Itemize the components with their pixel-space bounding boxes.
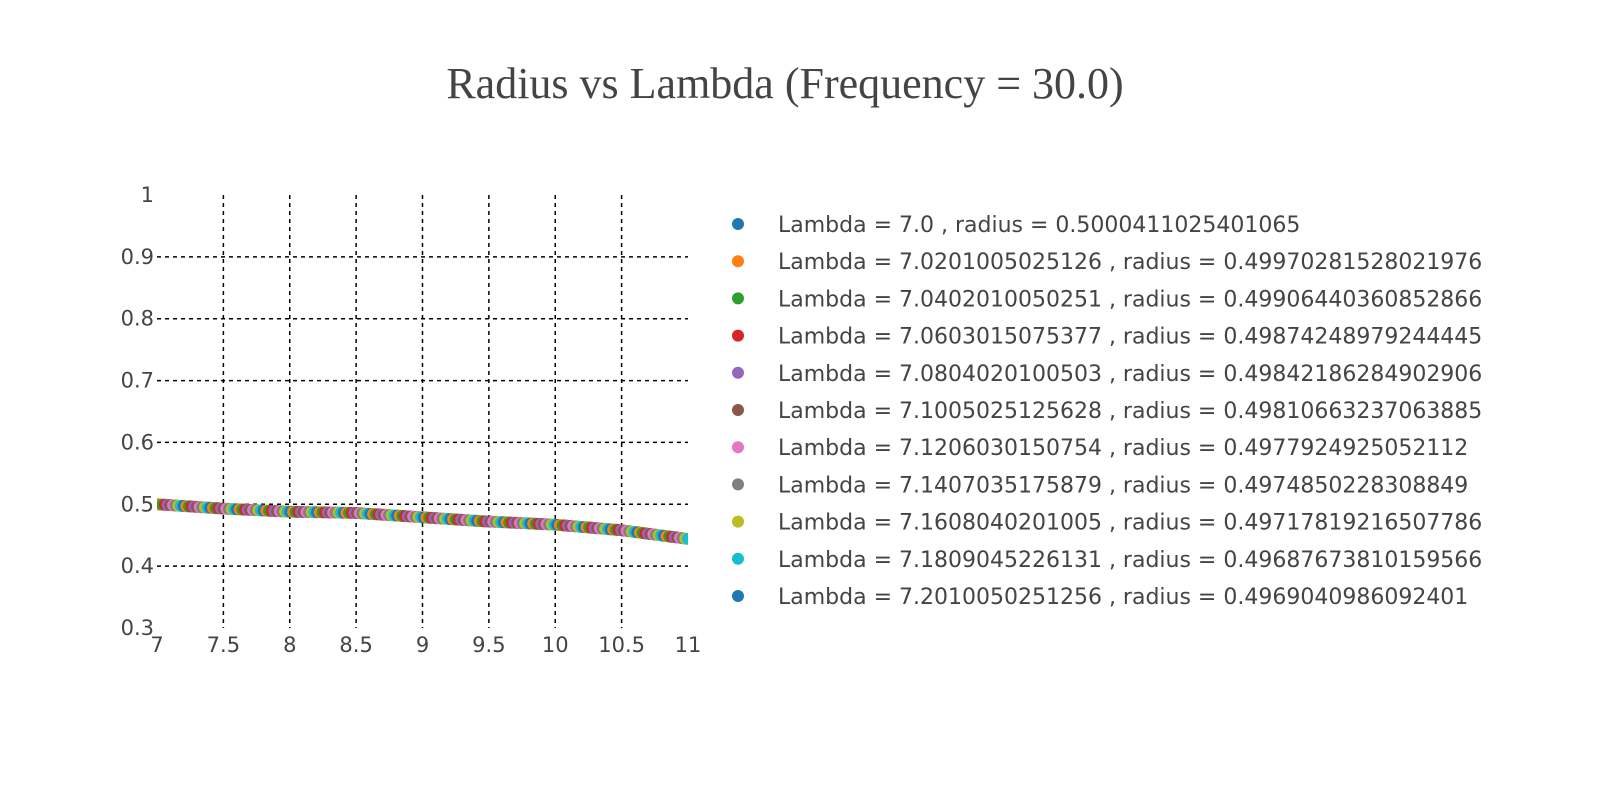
legend-marker [732, 590, 744, 602]
x-tick-label: 8 [283, 633, 296, 657]
legend-item[interactable]: Lambda = 7.1809045226131 , radius = 0.49… [732, 548, 1482, 573]
legend-marker [732, 441, 744, 454]
legend-label: Lambda = 7.1407035175879 , radius = 0.49… [778, 473, 1468, 498]
y-tick-label: 1 [141, 183, 154, 207]
legend-item[interactable]: Lambda = 7.0201005025126 , radius = 0.49… [732, 250, 1482, 275]
legend[interactable]: Lambda = 7.0 , radius = 0.50004110254010… [732, 213, 1482, 610]
data-point [682, 532, 688, 545]
legend-marker [732, 292, 744, 305]
x-tick-label: 7 [150, 633, 163, 657]
legend-item[interactable]: Lambda = 7.0804020100503 , radius = 0.49… [732, 362, 1482, 387]
legend-item[interactable]: Lambda = 7.1206030150754 , radius = 0.49… [732, 436, 1468, 461]
x-tick-label: 10.5 [598, 633, 645, 657]
legend-marker [732, 515, 744, 528]
y-tick-label: 0.8 [121, 307, 154, 331]
legend-marker [732, 478, 744, 491]
legend-label: Lambda = 7.0402010050251 , radius = 0.49… [778, 287, 1482, 312]
legend-label: Lambda = 7.0 , radius = 0.50004110254010… [778, 213, 1300, 238]
plot-area: 7 7.5 8 8.5 9 9.5 10 10.5 11 0.3 0.4 0.5 0.6 0.7 0.8 0.… [121, 183, 702, 657]
legend-item[interactable]: Lambda = 7.0603015075377 , radius = 0.49… [732, 325, 1482, 350]
legend-item[interactable]: Lambda = 7.1608040201005 , radius = 0.49… [732, 511, 1482, 536]
legend-marker [732, 218, 744, 230]
y-tick-label: 0.3 [121, 616, 154, 640]
x-tick-label: 8.5 [339, 633, 372, 657]
legend-marker [732, 255, 744, 268]
legend-label: Lambda = 7.1809045226131 , radius = 0.49… [778, 548, 1482, 573]
y-tick-label: 0.9 [121, 245, 154, 269]
x-tick-label: 9 [416, 633, 429, 657]
chart-title: Radius vs Lambda (Frequency = 30.0) [446, 59, 1123, 108]
y-tick-label: 0.5 [121, 492, 154, 516]
legend-label: Lambda = 7.0603015075377 , radius = 0.49… [778, 325, 1482, 350]
legend-item[interactable]: Lambda = 7.1407035175879 , radius = 0.49… [732, 473, 1468, 498]
legend-label: Lambda = 7.1005025125628 , radius = 0.49… [778, 399, 1482, 424]
y-tick-label: 0.7 [121, 369, 154, 393]
legend-marker [732, 366, 744, 379]
legend-item[interactable]: Lambda = 7.1005025125628 , radius = 0.49… [732, 399, 1482, 424]
legend-item[interactable]: Lambda = 7.0402010050251 , radius = 0.49… [732, 287, 1482, 312]
legend-label: Lambda = 7.1206030150754 , radius = 0.49… [778, 436, 1468, 461]
x-tick-label: 10 [542, 633, 569, 657]
legend-label: Lambda = 7.0804020100503 , radius = 0.49… [778, 362, 1482, 387]
data-markers [157, 498, 688, 545]
x-tick-label: 9.5 [472, 633, 505, 657]
legend-label: Lambda = 7.0201005025126 , radius = 0.49… [778, 250, 1482, 275]
y-tick-label: 0.6 [121, 430, 154, 454]
legend-label: Lambda = 7.1608040201005 , radius = 0.49… [778, 511, 1482, 536]
legend-label: Lambda = 7.2010050251256 , radius = 0.49… [778, 585, 1468, 610]
legend-item[interactable]: Lambda = 7.0 , radius = 0.50004110254010… [732, 213, 1300, 238]
legend-marker [732, 552, 744, 565]
x-tick-label: 7.5 [207, 633, 240, 657]
legend-item[interactable]: Lambda = 7.2010050251256 , radius = 0.49… [732, 585, 1468, 610]
legend-marker [732, 329, 744, 342]
x-tick-label: 11 [675, 633, 702, 657]
legend-marker [732, 404, 744, 416]
y-tick-label: 0.4 [121, 554, 154, 578]
